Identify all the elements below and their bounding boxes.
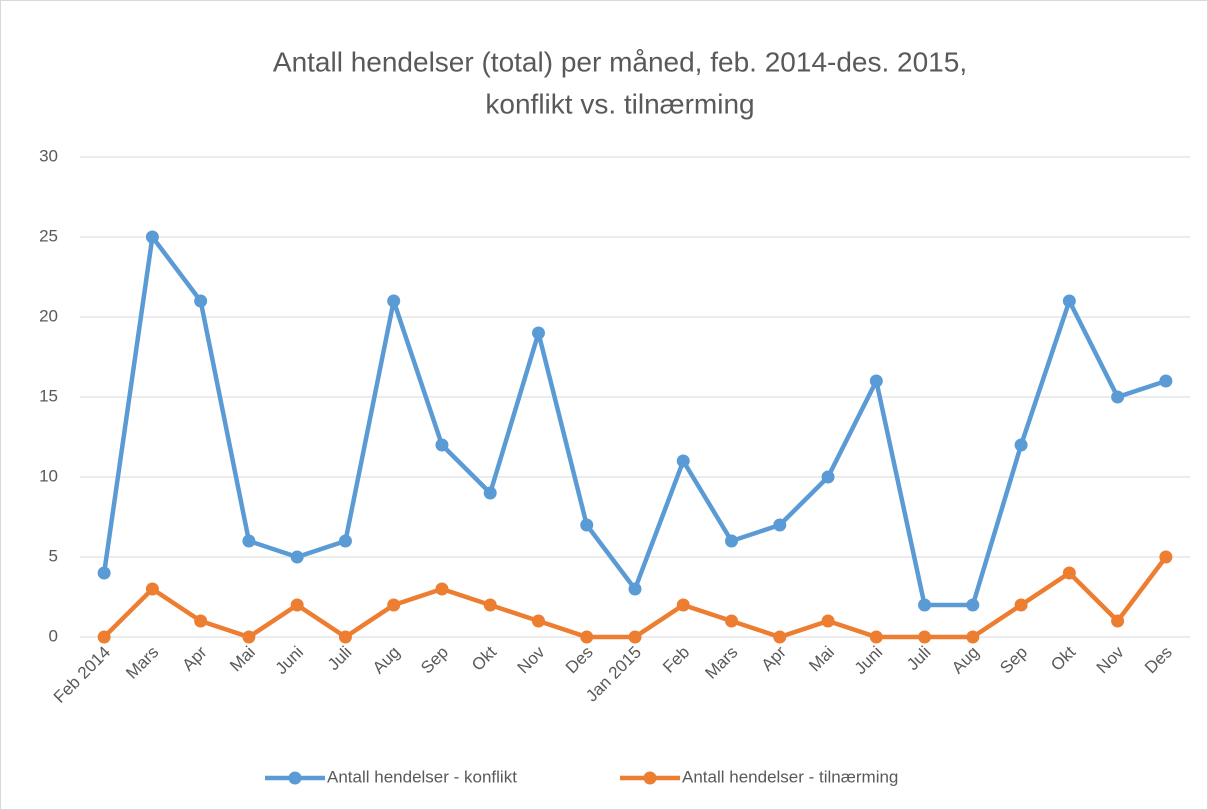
point	[1014, 598, 1028, 612]
y-tick-label: 25	[39, 226, 58, 245]
point	[1062, 294, 1076, 308]
point	[387, 598, 401, 612]
point	[918, 598, 932, 612]
point	[1111, 614, 1125, 628]
point	[531, 326, 545, 340]
point	[676, 598, 690, 612]
legend-marker	[288, 771, 302, 785]
point	[1014, 438, 1028, 452]
point	[676, 454, 690, 468]
point	[97, 630, 111, 644]
point	[531, 614, 545, 628]
point	[145, 582, 159, 596]
point	[483, 598, 497, 612]
point	[290, 598, 304, 612]
point	[773, 518, 787, 532]
point	[869, 374, 883, 388]
legend-label: Antall hendelser - tilnærming	[682, 767, 898, 786]
point	[821, 614, 835, 628]
point	[628, 582, 642, 596]
point	[725, 534, 739, 548]
y-tick-label: 5	[49, 546, 58, 565]
point	[628, 630, 642, 644]
point	[966, 598, 980, 612]
point	[242, 534, 256, 548]
point	[918, 630, 932, 644]
point	[966, 630, 980, 644]
point	[194, 294, 208, 308]
chart-title: Antall hendelser (total) per måned, feb.…	[273, 46, 967, 77]
legend-label: Antall hendelser - konflikt	[327, 767, 517, 786]
chart-title: konflikt vs. tilnærming	[485, 88, 754, 119]
point	[145, 230, 159, 244]
point	[821, 470, 835, 484]
y-tick-label: 10	[39, 466, 58, 485]
y-tick-label: 20	[39, 306, 58, 325]
point	[869, 630, 883, 644]
point	[1062, 566, 1076, 580]
point	[483, 486, 497, 500]
point	[435, 582, 449, 596]
y-tick-label: 15	[39, 386, 58, 405]
point	[338, 630, 352, 644]
point	[290, 550, 304, 564]
point	[194, 614, 208, 628]
y-tick-label: 30	[39, 146, 58, 165]
point	[580, 518, 594, 532]
legend-marker	[643, 771, 657, 785]
point	[338, 534, 352, 548]
point	[435, 438, 449, 452]
point	[725, 614, 739, 628]
y-tick-label: 0	[49, 626, 58, 645]
point	[773, 630, 787, 644]
point	[97, 566, 111, 580]
point	[1111, 390, 1125, 404]
point	[580, 630, 594, 644]
point	[387, 294, 401, 308]
point	[1159, 374, 1173, 388]
point	[242, 630, 256, 644]
point	[1159, 550, 1173, 564]
